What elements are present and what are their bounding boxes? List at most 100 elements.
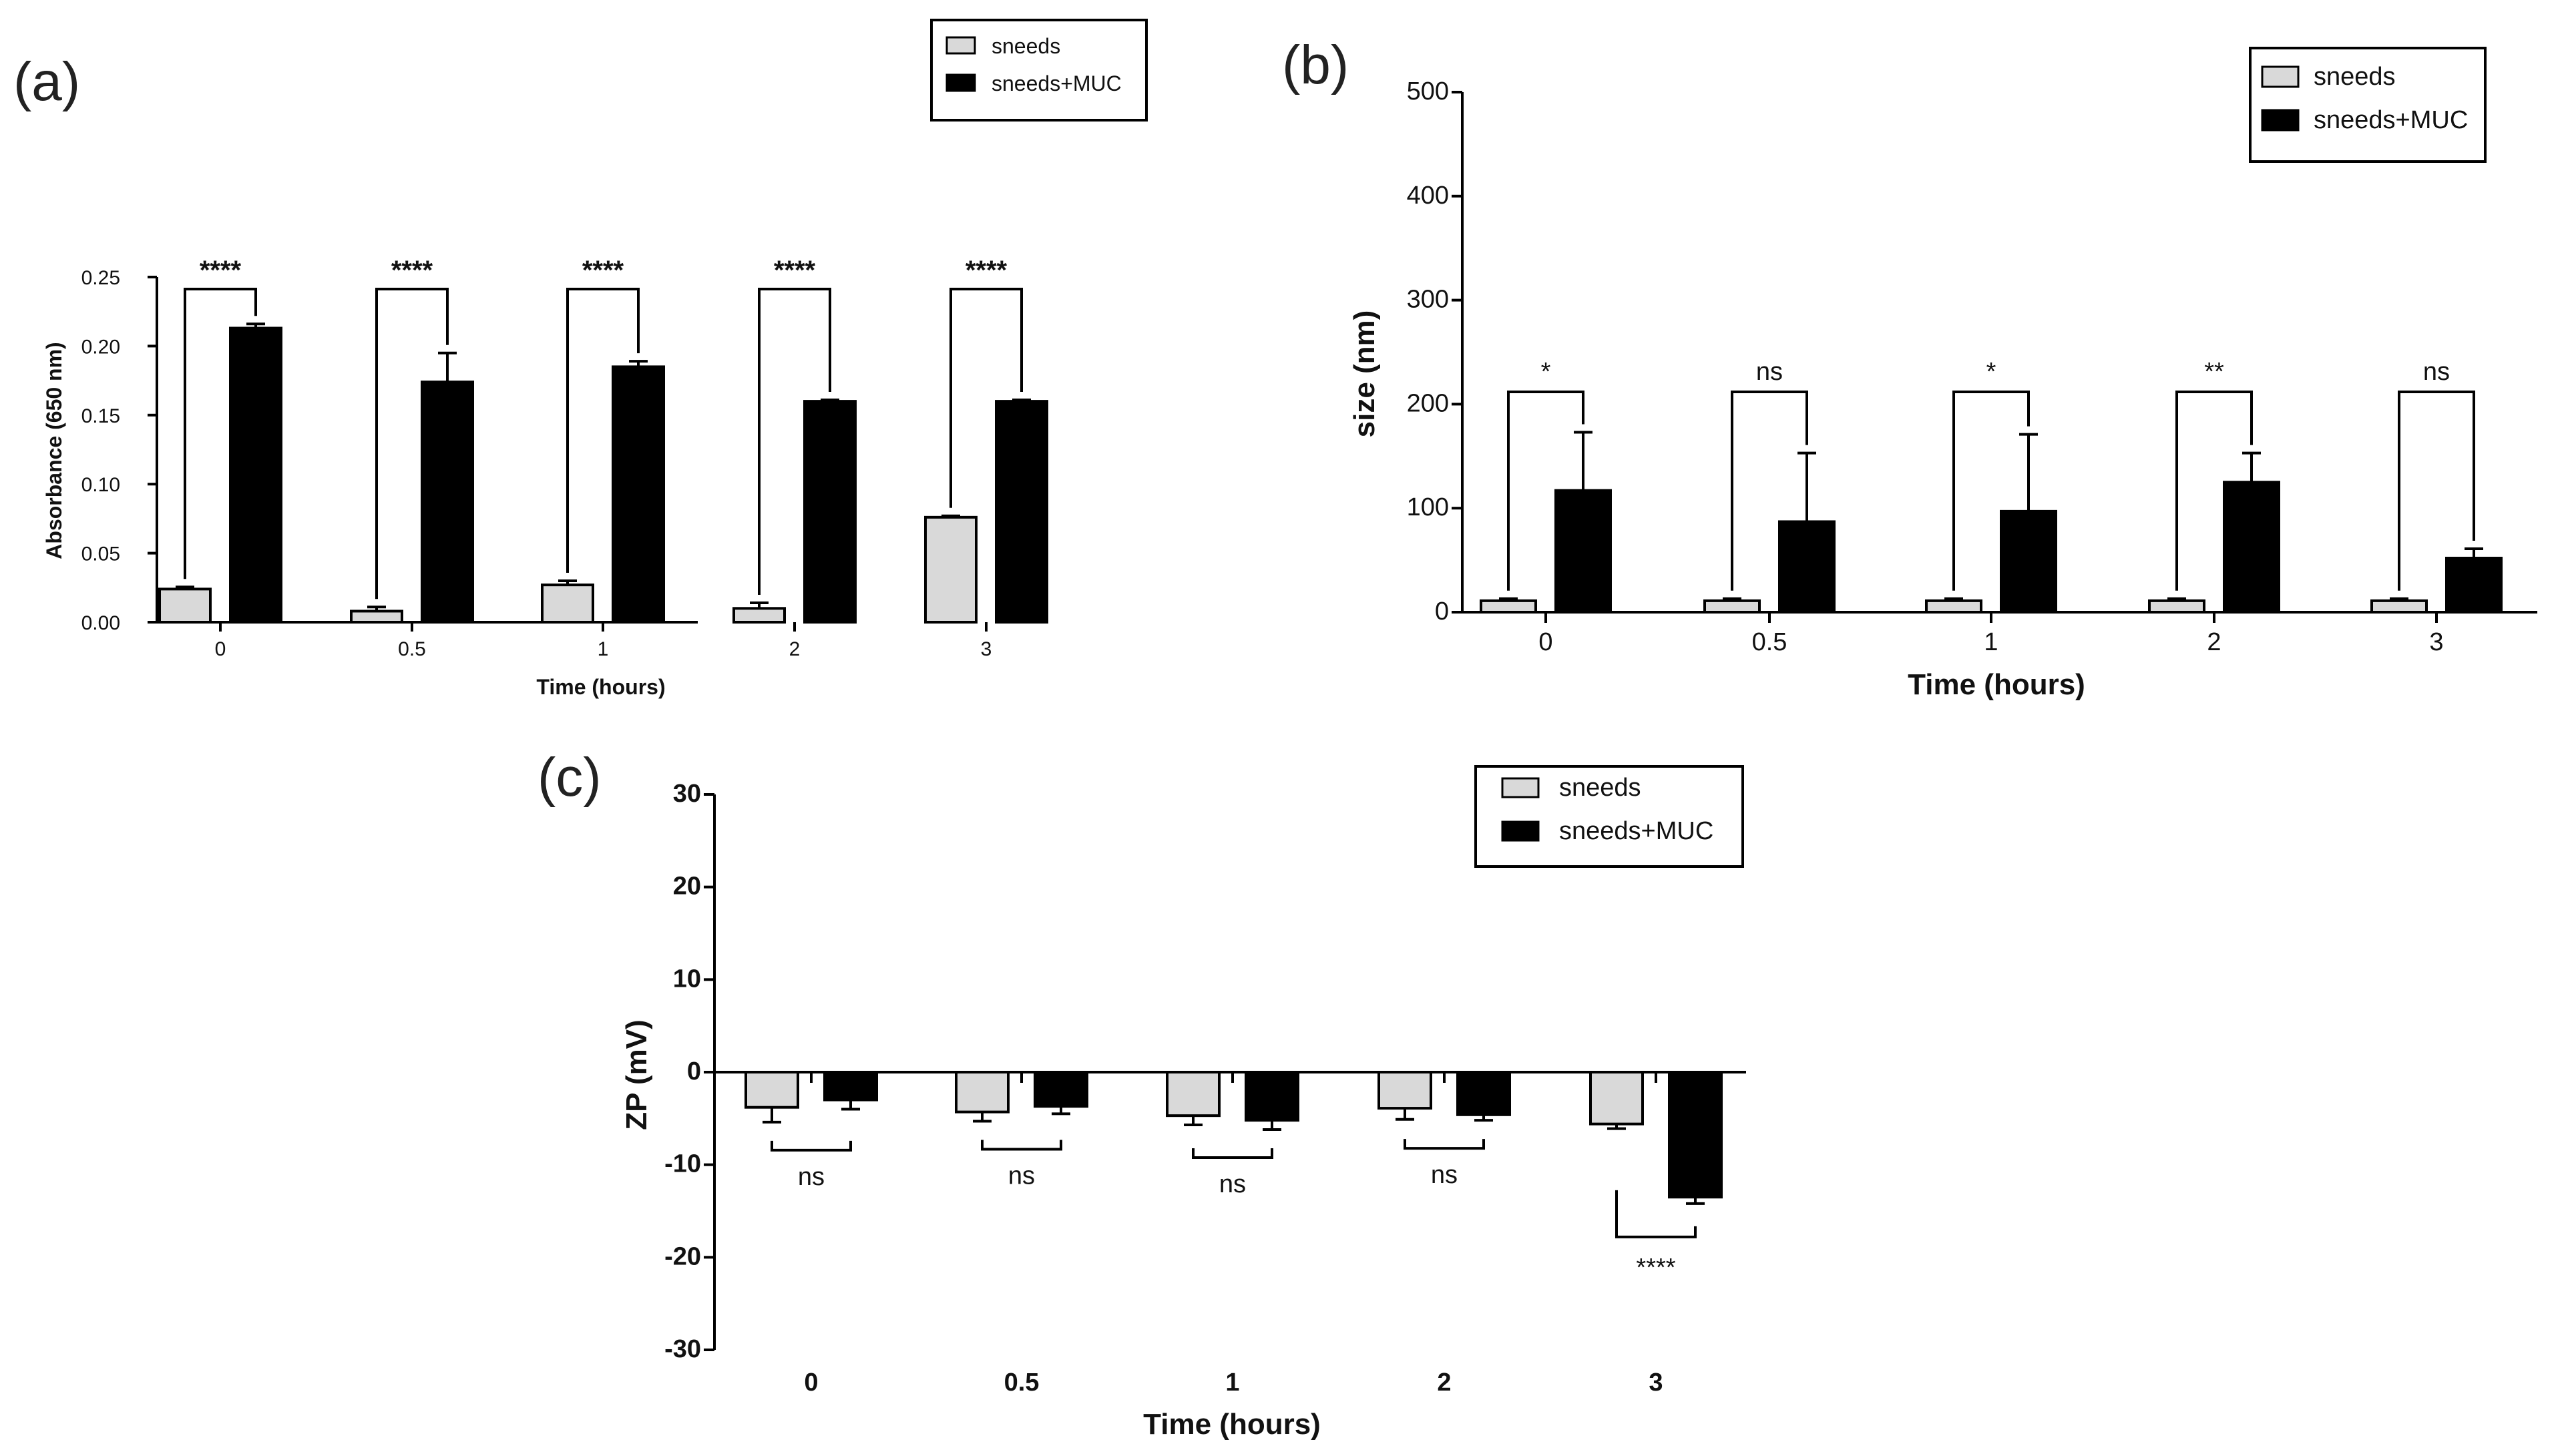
bar-sneeds-muc-0.5: [1034, 1071, 1088, 1108]
x-tick-label: 1: [1984, 628, 1998, 656]
y-tick-label: 0: [687, 1057, 701, 1085]
y-tick-label: 300: [1407, 286, 1449, 314]
significance-bracket: [771, 1140, 852, 1152]
significance-bracket: [949, 288, 1023, 508]
y-tick-label: -20: [664, 1242, 701, 1270]
bar-sneeds-3: [2370, 599, 2428, 614]
significance-label: ns: [1756, 358, 1783, 386]
significance-bracket: [375, 288, 449, 599]
panel-a: (a) 0.00 0.05 0.10 0.15 0.20 0.25 0 0.5 1 2 3 Time (…: [13, 19, 1148, 699]
significance-bracket: [1507, 391, 1584, 591]
y-tick-label: 200: [1407, 389, 1449, 417]
bar-sneeds-0: [1480, 599, 1537, 614]
legend-label-sneeds: sneeds: [1559, 774, 1641, 802]
significance-bracket: [1731, 391, 1808, 591]
significance-bracket: [1404, 1139, 1485, 1150]
y-axis-title: Absorbance (650 nm): [42, 342, 66, 559]
y-tick-label: 0.10: [81, 474, 120, 496]
bar-sneeds-muc-0: [1554, 489, 1612, 614]
x-tick-label: 1: [1225, 1369, 1239, 1397]
bar-sneeds-0.5: [955, 1071, 1010, 1114]
panel-label-b: (b): [1282, 35, 1349, 95]
significance-bracket: [2398, 391, 2475, 591]
legend-swatch-sneeds: [1501, 777, 1540, 798]
y-tick-label: -30: [664, 1335, 701, 1363]
significance-label: ns: [798, 1163, 825, 1191]
bar-sneeds-2: [1377, 1071, 1432, 1110]
y-tick-label: 0.00: [81, 612, 120, 634]
y-tick-label: 0.20: [81, 336, 120, 358]
legend-swatch-sneeds-muc: [1501, 820, 1540, 842]
significance-label: ****: [200, 256, 242, 285]
x-tick-label: 0.5: [398, 638, 426, 660]
x-tick-label: 0.5: [1004, 1369, 1040, 1397]
y-tick-label: 30: [673, 780, 701, 808]
bar-sneeds-0: [744, 1071, 799, 1109]
bar-sneeds-3: [924, 515, 978, 624]
significance-label: *: [1541, 358, 1551, 386]
x-tick-label: 3: [2429, 628, 2443, 656]
significance-label: *: [1986, 358, 1996, 386]
legend-label-sneeds: sneeds: [992, 34, 1060, 58]
bar-sneeds-muc-0: [229, 326, 282, 624]
bar-sneeds-1: [1925, 599, 1982, 614]
significance-label: ****: [1636, 1254, 1675, 1282]
bar-sneeds-0: [158, 587, 212, 624]
significance-label: ns: [1219, 1170, 1246, 1198]
panel-b: (b) 0 100 200 300 400 500 0 0.5 1 2 3 Time (hours) si…: [1282, 35, 2537, 701]
significance-bracket: [184, 288, 257, 579]
y-tick-label: 400: [1407, 182, 1449, 210]
legend-swatch-sneeds-muc: [945, 73, 976, 92]
significance-bracket: [1192, 1148, 1273, 1159]
x-tick-label: 2: [1437, 1369, 1451, 1397]
bar-sneeds-muc-2: [1456, 1071, 1511, 1116]
significance-bracket: [1615, 1190, 1697, 1238]
y-tick-label: 100: [1407, 493, 1449, 521]
x-tick-label: 1: [598, 638, 609, 660]
y-tick-label: 0.15: [81, 405, 120, 427]
significance-label: ****: [582, 256, 624, 285]
bar-sneeds-3: [1589, 1071, 1644, 1126]
x-tick-label: 0.5: [1752, 628, 1787, 656]
panel-label-c: (c): [538, 747, 602, 808]
significance-label: ns: [2423, 358, 2450, 386]
bar-sneeds-muc-0.5: [421, 381, 474, 624]
significance-label: ns: [1431, 1161, 1458, 1189]
y-tick-label: 0.05: [81, 543, 120, 565]
bar-sneeds-1: [541, 583, 594, 624]
legend-label-sneeds-muc: sneeds+MUC: [1559, 817, 1713, 845]
x-tick-label: 0: [215, 638, 226, 660]
legend-swatch-sneeds: [2261, 65, 2300, 88]
significance-bracket: [758, 288, 831, 595]
y-tick-label: 0.25: [81, 267, 120, 289]
legend-label-sneeds-muc: sneeds+MUC: [992, 71, 1122, 95]
y-axis-title: ZP (mV): [620, 1019, 653, 1130]
bar-sneeds-muc-0: [823, 1071, 878, 1102]
significance-bracket: [981, 1140, 1062, 1151]
y-tick-label: -10: [664, 1150, 701, 1178]
x-tick-label: 2: [789, 638, 801, 660]
bar-sneeds-muc-3: [1668, 1071, 1723, 1199]
legend-box: [2249, 47, 2487, 163]
x-tick-label: 3: [981, 638, 992, 660]
bar-sneeds-muc-2: [2223, 481, 2280, 614]
x-tick-label: 0: [804, 1369, 818, 1397]
bar-sneeds-0.5: [350, 610, 403, 624]
y-tick-label: 20: [673, 873, 701, 901]
significance-label: ****: [774, 256, 816, 285]
significance-bracket: [1952, 391, 2030, 591]
significance-bracket: [566, 288, 640, 573]
bar-sneeds-muc-1: [1245, 1071, 1299, 1122]
x-axis-title: Time (hours): [1908, 668, 2085, 701]
bar-sneeds-muc-1: [612, 365, 665, 624]
y-tick-label: 10: [673, 965, 701, 993]
significance-label: **: [2204, 358, 2224, 386]
legend-label-sneeds: sneeds: [2314, 63, 2396, 91]
significance-label: ****: [966, 256, 1008, 285]
significance-label: ****: [391, 256, 433, 285]
x-tick-label: 2: [2207, 628, 2221, 656]
significance-bracket: [2175, 391, 2253, 591]
x-tick-label: 3: [1649, 1369, 1663, 1397]
